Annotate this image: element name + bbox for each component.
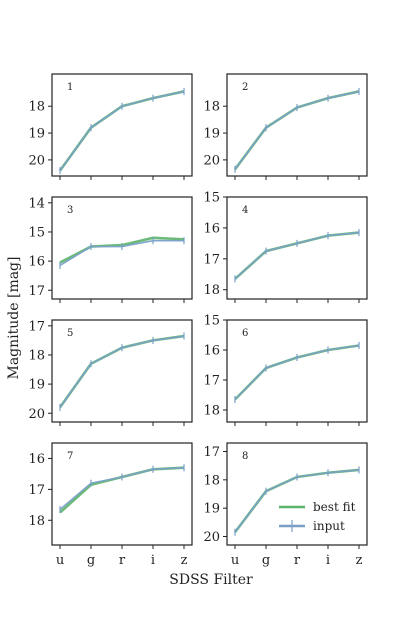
- panel-6: 15 16 17 18 6: [203, 314, 368, 426]
- series-best-fit-line: [234, 231, 360, 280]
- panel-number-label: 1: [67, 82, 73, 93]
- y-tick-label: 16: [203, 221, 220, 236]
- y-tick-label: 17: [203, 374, 220, 389]
- series-input-line: [234, 344, 360, 401]
- x-tick-label: i: [326, 553, 330, 568]
- panel-number-label: 3: [67, 205, 73, 216]
- y-tick-label: 16: [28, 452, 45, 467]
- panels-group: 18 19 20 1 18 19 20 2 14 15 16 17 3 15 16 17 18 4 17 18 19 20…: [28, 73, 368, 568]
- y-tick-label: 19: [28, 378, 45, 393]
- legend: best fit input: [279, 500, 356, 533]
- x-tick-label: i: [151, 553, 155, 568]
- panel-1: 18 19 20 1: [28, 73, 193, 180]
- y-tick-label: 18: [203, 404, 220, 419]
- series-best-fit-line: [234, 344, 360, 401]
- x-tick-label: z: [356, 553, 363, 568]
- panel-5: 17 18 19 20 5: [28, 319, 193, 426]
- x-tick-label: r: [119, 553, 126, 568]
- y-tick-label: 20: [203, 530, 220, 545]
- panel-number-label: 5: [67, 328, 73, 339]
- x-tick-label: g: [87, 553, 95, 568]
- x-tick-label: r: [294, 553, 301, 568]
- y-tick-label: 18: [28, 100, 45, 115]
- y-tick-label: 20: [203, 153, 220, 168]
- y-tick-label: 16: [203, 344, 220, 359]
- series-best-fit-line: [59, 236, 185, 264]
- panel-number-label: 8: [242, 451, 248, 462]
- x-tick-label: u: [56, 553, 64, 568]
- y-tick-label: 15: [203, 191, 220, 206]
- x-tick-label: z: [181, 553, 188, 568]
- x-tick-label: u: [231, 553, 239, 568]
- y-tick-label: 18: [28, 348, 45, 363]
- y-tick-label: 19: [203, 127, 220, 142]
- panel-number-label: 7: [67, 451, 73, 462]
- y-tick-label: 17: [28, 284, 45, 299]
- y-tick-label: 20: [28, 153, 45, 168]
- panel-4: 15 16 17 18 4: [203, 191, 368, 303]
- y-axis-label: Magnitude [mag]: [6, 257, 22, 380]
- y-tick-label: 18: [203, 473, 220, 488]
- panel-3: 14 15 16 17 3: [28, 196, 193, 303]
- series-input-line: [234, 90, 360, 170]
- y-tick-label: 19: [28, 127, 45, 142]
- y-tick-label: 18: [203, 100, 220, 115]
- y-tick-label: 17: [203, 252, 220, 267]
- panel-7: 16 17 18 u g r i z 7: [28, 442, 193, 568]
- x-tick-label: g: [262, 553, 270, 568]
- y-tick-label: 18: [203, 283, 220, 298]
- y-tick-label: 19: [203, 502, 220, 517]
- y-tick-label: 14: [28, 196, 45, 211]
- x-axis-label: SDSS Filter: [169, 572, 253, 588]
- y-tick-label: 17: [28, 319, 45, 334]
- legend-label: best fit: [313, 500, 356, 514]
- y-tick-label: 18: [28, 514, 45, 529]
- series-input-line: [234, 231, 360, 280]
- y-tick-label: 17: [203, 445, 220, 460]
- series-best-fit-line: [233, 90, 360, 171]
- y-tick-label: 16: [28, 255, 45, 270]
- panel-number-label: 6: [242, 328, 248, 339]
- panel-8: 17 18 19 20 u g r i z 8: [203, 442, 368, 568]
- y-tick-label: 20: [28, 407, 45, 422]
- y-tick-label: 15: [203, 314, 220, 329]
- y-tick-label: 15: [28, 225, 45, 240]
- panel-number-label: 2: [242, 82, 248, 93]
- legend-label: input: [313, 519, 345, 533]
- y-tick-label: 17: [28, 483, 45, 498]
- panel-2: 18 19 20 2: [203, 73, 368, 180]
- panel-number-label: 4: [242, 205, 248, 216]
